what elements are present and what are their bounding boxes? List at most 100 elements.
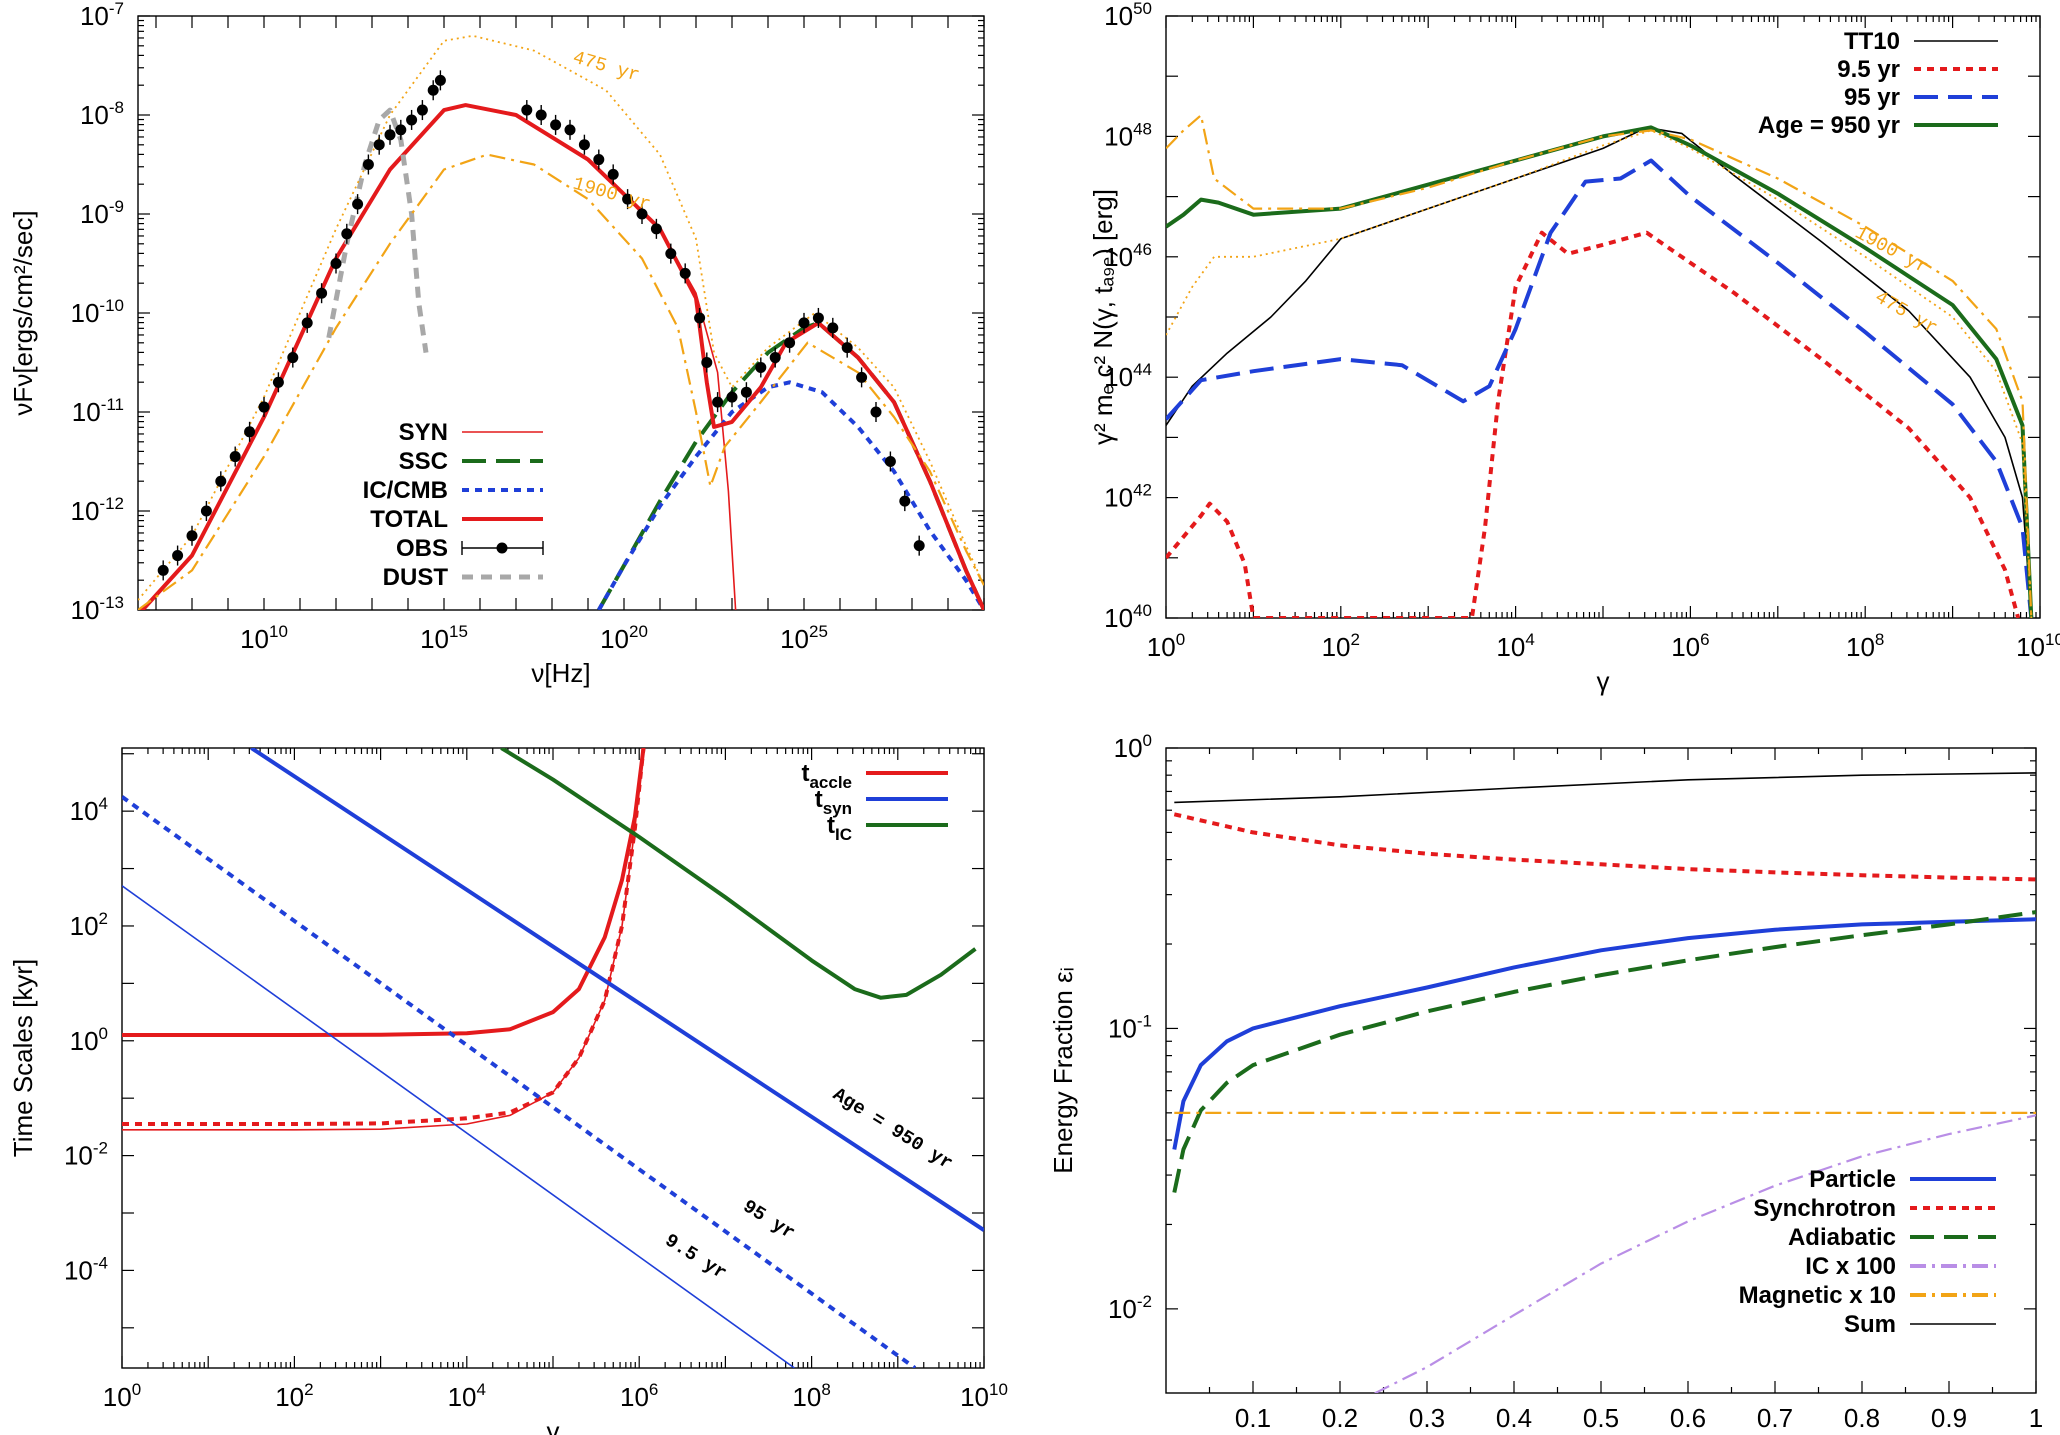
- series-age-950-yr: [1166, 125, 2034, 618]
- legend-label: SSC: [399, 448, 448, 475]
- series-total: [139, 103, 984, 610]
- x-tick-label: 0.8: [1844, 1403, 1880, 1433]
- time-scales-panel: 100 102 104 106 108 1010 10-4 10-2 100 102 104 γ Tim…: [8, 747, 1008, 1435]
- x-axis-label: ν[Hz]: [531, 658, 590, 688]
- series-particle: [1172, 917, 2036, 1150]
- y-axis-label: νFν[ergs/cm²/sec]: [8, 210, 38, 415]
- obs-point: [740, 386, 752, 398]
- y-axis-label: Energy Fraction εᵢ: [1048, 967, 1078, 1173]
- obs-point: [870, 406, 882, 418]
- series-475-yr: [138, 34, 984, 601]
- y-tick-label: 1046: [1104, 240, 1152, 272]
- y-tick-label: 10-10: [71, 296, 125, 328]
- series-adiabatic: [1172, 910, 2036, 1193]
- series-tt10: [1166, 126, 2033, 618]
- legend-label: Adiabatic: [1788, 1224, 1896, 1251]
- annotation-1900yr: 1900 yr: [1851, 222, 1932, 279]
- obs-point: [535, 109, 547, 121]
- series-group: [122, 748, 984, 1368]
- obs-point: [913, 540, 925, 552]
- legend-label: Particle: [1809, 1166, 1896, 1193]
- series-t-syn-950-yr: [250, 748, 984, 1232]
- x-tick-label: 108: [1846, 630, 1884, 662]
- y-axis-label: Time Scales [kyr]: [8, 959, 38, 1157]
- obs-point: [578, 139, 590, 151]
- y-tick-label: 10-9: [80, 197, 124, 229]
- obs-point: [769, 352, 781, 364]
- x-tick-label: 1010: [240, 622, 288, 654]
- legend-label: Synchrotron: [1753, 1195, 1896, 1222]
- annotation-475yr: 475 yr: [1871, 286, 1941, 339]
- y-tick-label: 100: [1114, 731, 1152, 763]
- x-tick-label: 102: [275, 1380, 313, 1412]
- legend-label: tIC: [827, 812, 852, 844]
- obs-point: [258, 401, 270, 413]
- x-tick-label: 0.1: [1235, 1403, 1271, 1433]
- obs-point: [172, 550, 184, 562]
- plot-frame: [121, 747, 985, 1369]
- y-tick-label: 10-11: [72, 395, 124, 427]
- legend-label: TOTAL: [370, 506, 448, 533]
- x-tick-label: 1010: [2016, 630, 2060, 662]
- energy-fraction-panel: 0.10.20.30.40.50.60.70.80.9110-210-1100T…: [1048, 731, 2043, 1433]
- obs-point: [229, 451, 241, 463]
- x-tick-label: 106: [1671, 630, 1709, 662]
- obs-point: [521, 104, 533, 116]
- x-tick-label: 100: [103, 1380, 141, 1412]
- obs-point: [679, 267, 691, 279]
- obs-point: [406, 114, 418, 126]
- obs-point: [215, 475, 227, 487]
- series-group: [1172, 772, 2036, 1393]
- series-group: [138, 34, 984, 610]
- series-ic-cmb: [597, 380, 984, 610]
- x-tick-label: 100: [1147, 630, 1185, 662]
- obs-point: [287, 352, 299, 364]
- obs-point: [701, 357, 713, 368]
- series-synchrotron: [1173, 812, 2036, 882]
- obs-point: [200, 505, 212, 517]
- series-1900-yr: [1166, 114, 2033, 618]
- x-tick-label: 104: [1496, 630, 1534, 662]
- obs-point: [755, 361, 767, 373]
- legend-label: taccle: [801, 760, 852, 792]
- x-tick-label: 0.9: [1931, 1403, 1967, 1433]
- obs-point: [812, 312, 824, 324]
- obs-point: [272, 376, 284, 388]
- series-t-syn-9-5-yr: [122, 885, 795, 1368]
- y-tick-label: 10-1: [1108, 1011, 1152, 1043]
- annotation-age-950yr: Age = 950 yr: [829, 1083, 957, 1174]
- obs-point: [841, 342, 853, 354]
- legend-label: DUST: [383, 564, 449, 591]
- y-tick-label: 102: [70, 909, 108, 941]
- legend-label: IC x 100: [1805, 1253, 1896, 1280]
- obs-point: [665, 248, 677, 260]
- x-tick-label: 0.6: [1670, 1403, 1706, 1433]
- series-sum: [1174, 772, 2036, 804]
- series-t-syn-95-yr: [122, 795, 917, 1368]
- obs-point: [157, 564, 169, 576]
- obs-point: [341, 228, 353, 240]
- obs-point: [636, 208, 648, 220]
- obs-point: [395, 124, 407, 136]
- y-tick-label: 104: [70, 794, 108, 826]
- legend-label: OBS: [396, 535, 448, 562]
- series-t-accle-9-5-yr: [122, 748, 645, 1131]
- x-tick-label: 1025: [780, 622, 828, 654]
- obs-point: [186, 530, 198, 542]
- y-tick-label: 1050: [1104, 0, 1152, 31]
- sed-panel: 1010 1015 1020 1025 10-13 10-12 10-11 10-10 10-9…: [8, 0, 985, 688]
- y-tick-label: 1040: [1104, 601, 1152, 633]
- series-dust: [326, 107, 429, 353]
- obs-point: [784, 337, 796, 349]
- plot-frame: [137, 15, 985, 611]
- x-tick-label: 102: [1322, 630, 1360, 662]
- y-tick-label: 10-12: [71, 494, 125, 526]
- obs-point: [899, 495, 911, 507]
- obs-point: [827, 322, 839, 334]
- legend-label: tsyn: [815, 786, 852, 818]
- y-tick-label: 10-4: [64, 1253, 108, 1285]
- y-tick-label: 10-13: [71, 593, 125, 625]
- obs-point: [330, 258, 342, 269]
- obs-point: [416, 104, 428, 116]
